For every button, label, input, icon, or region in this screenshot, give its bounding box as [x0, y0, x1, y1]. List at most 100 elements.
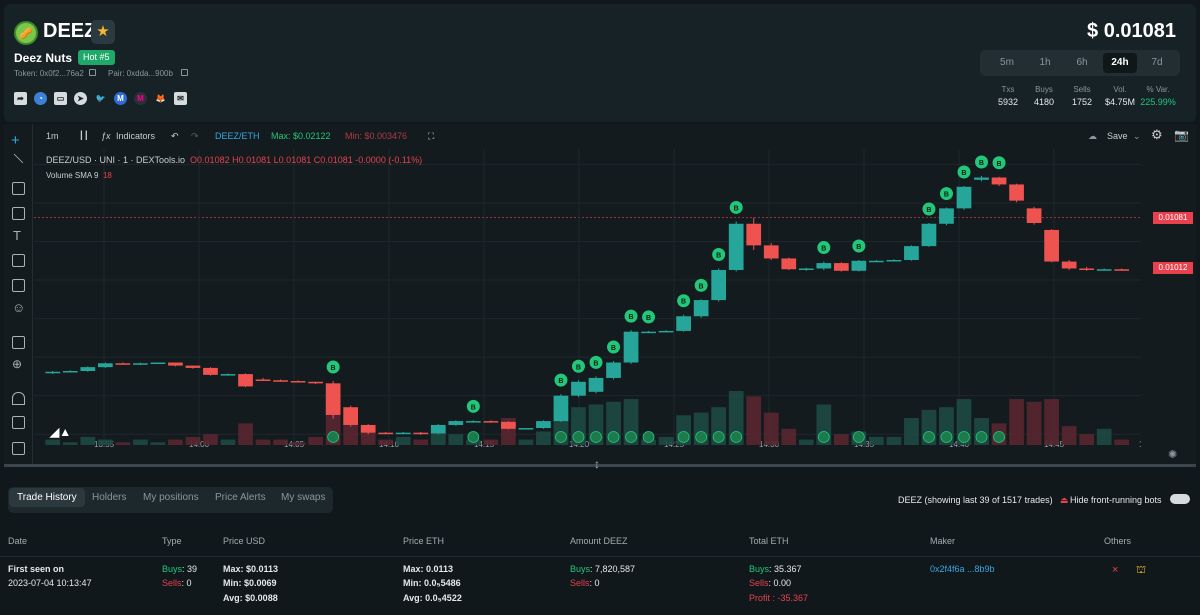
legend-high: H0.01081	[232, 155, 272, 165]
brush-icon[interactable]	[12, 207, 25, 220]
total-buys-label: Buys	[749, 564, 770, 574]
tab-trade-history[interactable]: Trade History	[9, 488, 85, 507]
zoom-in-icon[interactable]: ⊕	[12, 357, 23, 371]
coinmarketcap-icon[interactable]: M	[114, 92, 127, 105]
tab-price-alerts[interactable]: Price Alerts	[215, 492, 266, 503]
candlestick-chart[interactable]: 0.011500.011000.010500.010000.0095000.00…	[34, 149, 1141, 447]
interval-button[interactable]: 1m	[46, 131, 59, 141]
chart-site-icon[interactable]: ◔	[34, 92, 47, 105]
chart-settings-icon[interactable]: ✺	[1168, 449, 1178, 461]
buy-volume-marker	[572, 431, 585, 443]
col-price-eth[interactable]: Price ETH	[403, 536, 445, 546]
type-sells: Sells: 0	[162, 578, 192, 588]
legend-close: C0.01081	[313, 155, 353, 165]
text-tool-icon[interactable]: T	[13, 228, 21, 243]
volume-bar	[658, 436, 674, 445]
emoji-icon[interactable]: ☺	[12, 300, 26, 315]
fullscreen-icon[interactable]: ⛶	[428, 131, 435, 141]
volume-bar	[1114, 439, 1130, 445]
website-icon[interactable]: ▭	[54, 92, 67, 105]
tab-my-positions[interactable]: My positions	[143, 492, 199, 503]
x-tick-label: 14:	[1139, 440, 1141, 447]
trendline-icon[interactable]	[13, 153, 24, 164]
tf-1h[interactable]: 1h	[1039, 57, 1051, 68]
chart-legend: DEEZ/USD · UNI · 1 · DEXTools.io O0.0108…	[46, 155, 422, 165]
candle-body	[921, 223, 937, 247]
buy-volume-marker	[712, 431, 725, 443]
save-dropdown-chevron-icon[interactable]: ⌄	[1133, 131, 1141, 141]
maker-link[interactable]: 0x2f4f6a ...8b9b	[930, 564, 995, 574]
tf-5m[interactable]: 5m	[1000, 57, 1014, 68]
pattern-icon[interactable]	[12, 254, 25, 267]
col-others[interactable]: Others	[1104, 536, 1132, 546]
copy-pair-icon[interactable]	[181, 69, 188, 76]
pair-switch-button[interactable]: DEEZ/ETH	[215, 131, 260, 141]
fib-icon[interactable]	[12, 182, 25, 195]
hide-bots-toggle[interactable]	[1170, 494, 1190, 504]
col-price-usd[interactable]: Price USD	[223, 536, 266, 546]
col-date[interactable]: Date	[8, 536, 28, 546]
toolbar-divider	[32, 124, 33, 466]
amount-buys-value: : 7,820,587	[590, 564, 636, 574]
panel-resize-bar[interactable]	[4, 464, 1196, 467]
amount-buys: Buys: 7,820,587	[570, 564, 635, 574]
save-button[interactable]: Save	[1107, 131, 1128, 141]
candle-type-icon[interactable]: ┃┃	[79, 131, 89, 140]
favorite-star-icon[interactable]: ★	[91, 20, 115, 44]
metamask-icon[interactable]: 🦊	[155, 94, 166, 103]
settings-gear-icon[interactable]: ⚙	[1151, 127, 1163, 142]
col-amount[interactable]: Amount DEEZ	[570, 536, 628, 546]
amount-buys-label: Buys	[570, 564, 591, 574]
tf-6h[interactable]: 6h	[1076, 57, 1088, 68]
candle-body	[869, 260, 884, 263]
fx-icon[interactable]: ƒx	[101, 131, 111, 141]
col-maker[interactable]: Maker	[930, 536, 956, 546]
hierarchy-icon[interactable]: ⛫	[1136, 564, 1147, 576]
copy-token-icon[interactable]	[89, 69, 96, 76]
redo-icon[interactable]: ↷	[191, 131, 199, 141]
table-divider	[0, 556, 1200, 557]
resize-handle-icon[interactable]: ↕	[594, 457, 600, 471]
share-icon[interactable]: ➦	[14, 92, 27, 105]
legend-low: L0.01081	[273, 155, 312, 165]
candle-body	[308, 381, 323, 384]
candle-body	[676, 316, 691, 331]
crosshair-icon[interactable]: +	[11, 132, 20, 149]
tab-my-swaps[interactable]: My swaps	[281, 492, 326, 503]
dextools-icon[interactable]: M	[134, 92, 147, 105]
undo-icon[interactable]: ↶	[171, 131, 179, 141]
ruler-icon[interactable]	[12, 336, 25, 349]
buy-marker-label: B	[471, 404, 476, 411]
candle-body	[45, 371, 61, 374]
legend-open: O0.01082	[190, 155, 230, 165]
col-type[interactable]: Type	[162, 536, 182, 546]
email-icon[interactable]: ✉	[174, 92, 187, 105]
volume-bar	[115, 442, 131, 445]
tf-24h[interactable]: 24h	[1103, 53, 1137, 73]
screenshot-camera-icon[interactable]: 📷	[1174, 128, 1189, 142]
twitter-icon[interactable]: 🐦	[95, 94, 106, 103]
lock-icon[interactable]	[12, 442, 25, 455]
close-icon[interactable]: ×	[1112, 564, 1119, 576]
volume-label: Volume SMA 9	[46, 171, 99, 180]
magnet-icon[interactable]	[12, 392, 25, 405]
eth-min: Min: 0.0₅5486	[403, 578, 461, 588]
volume-bar	[80, 436, 96, 445]
cloud-icon[interactable]: ☁	[1088, 131, 1097, 141]
candle-body	[1114, 269, 1130, 271]
buy-volume-marker	[555, 431, 567, 443]
candle-body	[536, 421, 551, 429]
candle-body	[693, 300, 709, 317]
col-total-eth[interactable]: Total ETH	[749, 536, 789, 546]
token-symbol: DEEZ	[43, 20, 97, 42]
lock-drawings-icon[interactable]	[12, 416, 25, 429]
buy-volume-marker	[940, 431, 953, 443]
telegram-icon[interactable]: ➤	[74, 92, 87, 105]
stat-buys-label: Buys	[1035, 85, 1053, 94]
prediction-icon[interactable]	[12, 279, 25, 292]
tab-holders[interactable]: Holders	[92, 492, 127, 503]
buy-marker-label: B	[681, 299, 686, 306]
tf-7d[interactable]: 7d	[1151, 57, 1163, 68]
indicators-button[interactable]: Indicators	[116, 131, 156, 141]
candle-body	[886, 260, 902, 262]
